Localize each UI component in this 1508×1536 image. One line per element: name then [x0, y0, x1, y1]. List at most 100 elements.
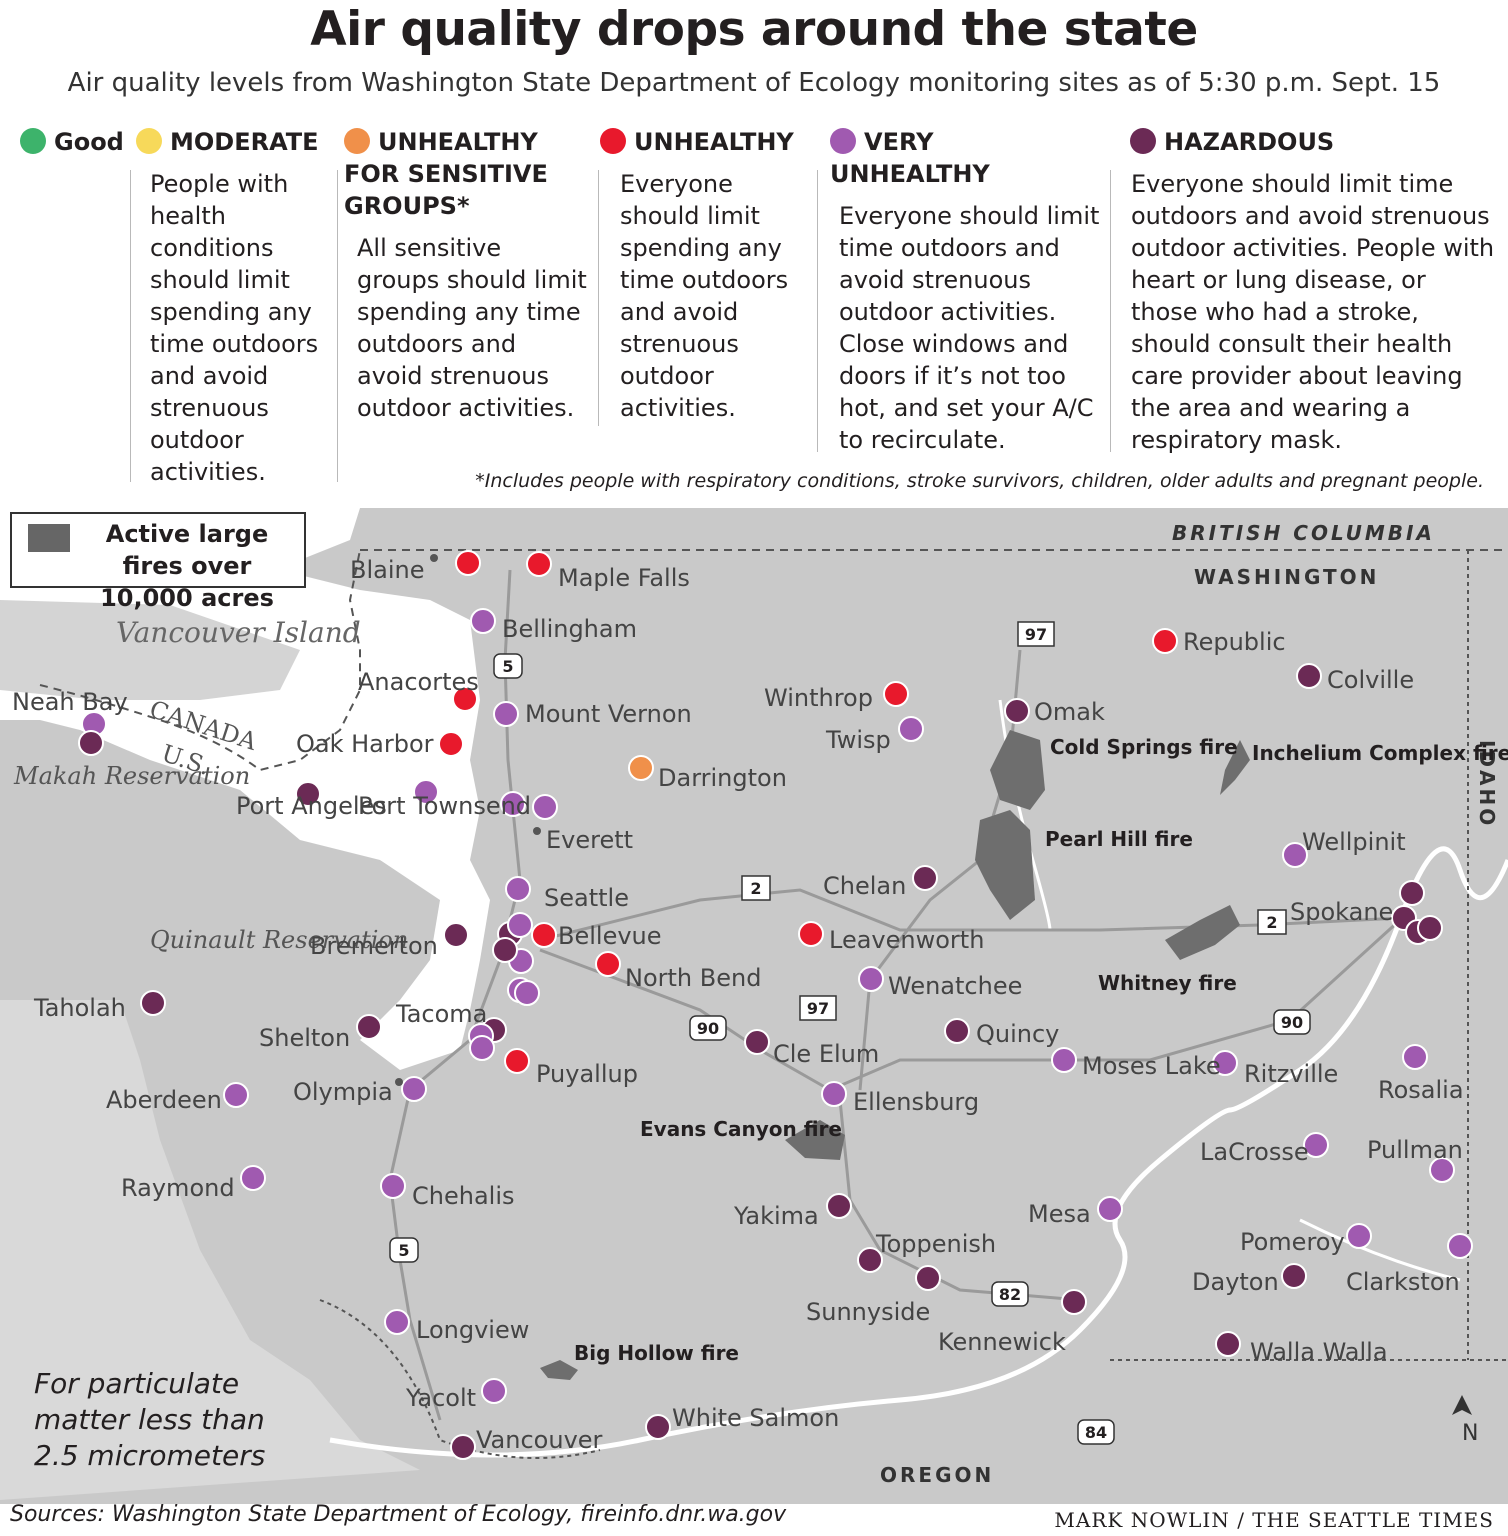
station-label: Aberdeen — [106, 1086, 222, 1114]
highway-shield: 2 — [1257, 909, 1287, 935]
divider — [130, 170, 131, 482]
station-marker — [826, 1193, 852, 1219]
map-svg: 5 5 97 97 2 2 90 90 82 84 BRITISH COLUMB… — [0, 508, 1508, 1504]
station-label: Colville — [1327, 666, 1414, 694]
station-marker — [240, 1165, 266, 1191]
big-hollow-fire-label: Big Hollow fire — [574, 1341, 739, 1365]
station-marker — [944, 1018, 970, 1044]
station-label: Vancouver — [476, 1426, 603, 1454]
moderate-dot-icon — [136, 128, 162, 154]
station-label: Quincy — [976, 1020, 1059, 1048]
station-marker — [438, 731, 464, 757]
divider — [337, 170, 338, 482]
station-marker — [78, 730, 104, 756]
station-marker — [492, 937, 518, 963]
station-marker — [526, 551, 552, 577]
station-marker — [514, 980, 540, 1006]
legend-moderate-desc: People with health conditions should lim… — [150, 170, 319, 486]
shield-label: 5 — [502, 657, 513, 676]
highway-shield: 5 — [493, 653, 523, 679]
shield-label: 97 — [1025, 625, 1047, 644]
station-marker — [1399, 880, 1425, 906]
city-dot — [430, 554, 438, 562]
station-marker — [1402, 1044, 1428, 1070]
station-label: Anacortes — [358, 668, 479, 696]
fire-swatch-icon — [28, 524, 70, 552]
station-label: White Salmon — [672, 1404, 839, 1432]
station-label: Bellingham — [502, 615, 637, 643]
city-dot — [533, 827, 541, 835]
station-marker — [505, 876, 531, 902]
station-marker — [645, 1414, 671, 1440]
map: 5 5 97 97 2 2 90 90 82 84 BRITISH COLUMB… — [0, 508, 1508, 1504]
evans-canyon-fire-label: Evans Canyon fire — [640, 1117, 842, 1141]
station-marker — [1215, 1331, 1241, 1357]
cold-springs-fire — [990, 730, 1045, 810]
legend-hazardous-label: HAZARDOUS — [1164, 128, 1335, 156]
station-marker — [384, 1309, 410, 1335]
legend-good: Good — [20, 126, 124, 158]
station-marker — [628, 755, 654, 781]
station-marker — [223, 1082, 249, 1108]
highway-shield: 82 — [991, 1281, 1029, 1307]
station-label: LaCrosse — [1200, 1138, 1309, 1166]
divider — [598, 170, 599, 426]
credit: MARK NOWLIN / THE SEATTLE TIMES — [1054, 1508, 1494, 1532]
station-marker — [1303, 1132, 1329, 1158]
footnote: *Includes people with respiratory condit… — [475, 470, 1484, 492]
station-label: Yacolt — [405, 1384, 476, 1412]
highway-shield: 97 — [799, 995, 837, 1021]
highway-shield: 90 — [1273, 1009, 1311, 1035]
station-marker — [1296, 663, 1322, 689]
station-marker — [469, 1035, 495, 1061]
station-marker — [140, 990, 166, 1016]
vancouver-island — [0, 600, 300, 700]
shield-label: 97 — [807, 999, 829, 1018]
makah-reservation-label: Makah Reservation — [13, 762, 250, 790]
station-label: Blaine — [350, 556, 424, 584]
usg-dot-icon — [344, 128, 370, 154]
station-label: Pomeroy — [1240, 1228, 1345, 1256]
station-marker — [504, 1048, 530, 1074]
divider — [1110, 170, 1111, 452]
fire-legend: Active large fires over 10,000 acres — [10, 512, 306, 612]
page-title: Air quality drops around the state — [310, 2, 1198, 57]
station-label: Pullman — [1367, 1136, 1463, 1164]
station-label: Port Angeles — [236, 792, 387, 820]
station-marker — [1281, 1263, 1307, 1289]
legend-usg: UNHEALTHY FOR SENSITIVE GROUPS* — [344, 126, 554, 222]
station-marker — [821, 1081, 847, 1107]
station-label: Longview — [416, 1316, 529, 1344]
station-label: Dayton — [1192, 1268, 1279, 1296]
station-marker — [1097, 1196, 1123, 1222]
station-label: Chehalis — [412, 1182, 515, 1210]
highway-shield: 97 — [1017, 621, 1055, 647]
inchelium-fire — [1220, 740, 1250, 795]
station-label: Port Townsend — [358, 792, 531, 820]
station-label: Ritzville — [1244, 1060, 1338, 1088]
snake-river — [1299, 1218, 1461, 1282]
station-marker — [380, 1173, 406, 1199]
whitney-fire-label: Whitney fire — [1098, 971, 1237, 995]
legend-good-label: Good — [54, 128, 124, 156]
pearl-hill-fire — [975, 810, 1035, 920]
good-dot-icon — [20, 128, 46, 154]
big-hollow-fire — [540, 1360, 578, 1380]
station-marker — [595, 951, 621, 977]
station-label: Republic — [1183, 628, 1286, 656]
station-marker — [356, 1014, 382, 1040]
legend-hazardous: HAZARDOUS — [1130, 126, 1334, 158]
quinault-reservation-label: Quinault Reservation — [150, 926, 408, 954]
station-marker — [452, 686, 478, 712]
station-label: Shelton — [259, 1024, 350, 1052]
legend-moderate: MODERATE — [136, 126, 319, 158]
station-label: Wellpinit — [1302, 828, 1406, 856]
station-marker — [1212, 1050, 1238, 1076]
station-label: Cle Elum — [773, 1040, 879, 1068]
station-label: Raymond — [121, 1174, 235, 1202]
highway-shield: 84 — [1077, 1419, 1115, 1445]
station-label: Sunnyside — [806, 1298, 930, 1326]
highway-shield: 2 — [741, 875, 771, 901]
legend-usg-desc: All sensitive groups should limit spendi… — [357, 234, 587, 422]
station-marker — [1061, 1289, 1087, 1315]
